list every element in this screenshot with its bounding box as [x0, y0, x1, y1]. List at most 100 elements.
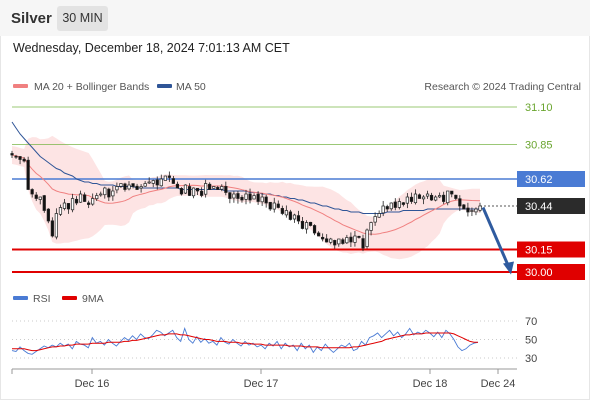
candle-body — [429, 194, 434, 201]
candle — [304, 220, 309, 234]
candle-body — [341, 239, 345, 244]
candle-body — [91, 198, 95, 205]
candle-body — [308, 221, 313, 226]
candle-body — [417, 194, 422, 199]
candle — [317, 231, 321, 237]
candle-body — [397, 201, 401, 208]
candle-body — [212, 186, 216, 189]
candle — [474, 207, 478, 216]
candle — [10, 150, 14, 158]
candle-body — [78, 193, 83, 203]
candle — [377, 210, 381, 218]
candle — [417, 193, 422, 199]
candle — [26, 156, 30, 190]
forecast-arrow-head — [503, 261, 514, 275]
candle — [478, 202, 482, 213]
candle — [66, 203, 71, 214]
candle-body — [103, 187, 107, 196]
candle-body — [240, 196, 244, 201]
candle — [369, 221, 373, 236]
candle — [260, 193, 264, 206]
candle — [131, 183, 135, 189]
candle-body — [365, 229, 369, 247]
candle — [341, 237, 345, 245]
candle-body — [470, 210, 474, 212]
ma50-legend-label: MA 50 — [176, 81, 206, 93]
candle-body — [175, 183, 180, 189]
candle — [167, 171, 171, 182]
candle-body — [442, 194, 446, 202]
candle — [409, 192, 414, 204]
candle — [268, 201, 272, 211]
candle-body — [187, 186, 192, 196]
candle — [442, 191, 446, 205]
support-label-30-15: 30.15 — [525, 245, 553, 257]
candle — [454, 194, 458, 201]
chart-datetime: Wednesday, December 18, 2024 7:01:13 AM … — [13, 41, 290, 55]
candle — [91, 193, 95, 206]
candle — [70, 193, 75, 213]
candle — [46, 208, 50, 224]
candle — [308, 221, 313, 227]
candle — [373, 212, 377, 226]
candle — [425, 190, 430, 199]
candle — [216, 185, 220, 190]
candle — [337, 238, 341, 247]
candle — [401, 201, 405, 207]
candle-body — [357, 235, 361, 238]
candle-body — [450, 190, 454, 195]
candle-body — [421, 196, 426, 200]
candle-body — [131, 183, 135, 187]
candle-body — [204, 183, 208, 195]
candle — [159, 174, 163, 187]
candle — [470, 207, 474, 217]
candle-body — [256, 193, 260, 202]
candle — [99, 191, 103, 197]
candle-body — [369, 222, 373, 231]
candle-body — [50, 220, 54, 237]
candle — [111, 185, 115, 201]
candle-body — [345, 237, 349, 244]
candle-body — [425, 193, 430, 197]
candle — [95, 192, 99, 201]
candle-body — [438, 195, 442, 198]
candle — [429, 192, 434, 201]
candle-body — [155, 179, 159, 186]
candle-body — [248, 193, 252, 201]
candle-body — [151, 180, 155, 184]
candle — [353, 231, 357, 247]
candle — [361, 234, 365, 252]
candle — [212, 186, 216, 189]
timeframe-badge[interactable]: 30 MIN — [57, 6, 108, 31]
candle-body — [304, 222, 309, 230]
rsi-tick-50: 50 — [525, 335, 537, 347]
candle-body — [446, 190, 450, 204]
rsi-line — [11, 326, 479, 355]
candle-body — [232, 193, 236, 199]
candle — [413, 189, 418, 205]
candle — [187, 183, 192, 196]
candle-body — [333, 240, 337, 246]
candle — [389, 202, 393, 211]
research-credit: Research © 2024 Trading Central — [424, 81, 581, 93]
rsi-ma9-line — [12, 332, 478, 352]
candle-body — [462, 204, 466, 210]
forecast-arrow-shaft — [481, 206, 511, 269]
candle-body — [454, 194, 458, 199]
ma20-legend-swatch — [13, 84, 28, 88]
candle-body — [381, 205, 385, 214]
candle — [151, 179, 155, 188]
instrument-symbol: Silver — [11, 10, 52, 27]
x-tick-label: Dec 18 — [413, 378, 448, 390]
candle-body — [107, 188, 111, 198]
candle — [87, 200, 91, 209]
candle — [204, 179, 208, 198]
candle — [256, 191, 260, 205]
support-label-30-00: 30.00 — [525, 267, 553, 279]
candle — [127, 181, 131, 191]
candle-body — [14, 155, 18, 158]
ma50-legend-swatch — [157, 84, 172, 88]
candle — [393, 198, 397, 211]
candle-body — [466, 207, 470, 213]
candle-body — [111, 190, 115, 197]
